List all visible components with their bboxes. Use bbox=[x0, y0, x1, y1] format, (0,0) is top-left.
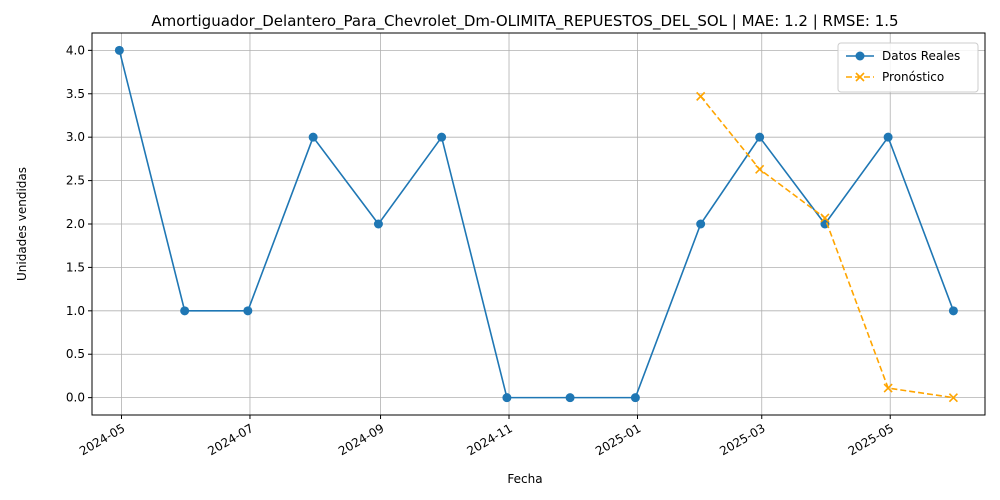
legend-marker bbox=[855, 51, 865, 61]
data-point bbox=[883, 132, 893, 142]
y-tick-label: 2.5 bbox=[66, 174, 85, 188]
x-tick-label: 2025-03 bbox=[717, 421, 767, 458]
legend: Datos Reales Pronóstico bbox=[837, 42, 979, 93]
grid bbox=[92, 33, 985, 415]
y-tick-label: 0.5 bbox=[66, 347, 85, 361]
y-axis: 0.0 0.5 1.0 1.5 2.0 2.5 3.0 3.5 4.0 bbox=[66, 43, 92, 405]
series-1 bbox=[696, 91, 958, 403]
data-point bbox=[437, 132, 447, 142]
data-point bbox=[755, 132, 765, 142]
chart-title: Amortiguador_Delantero_Para_Chevrolet_Dm… bbox=[151, 12, 898, 31]
data-point bbox=[883, 383, 893, 393]
data-point bbox=[502, 393, 512, 403]
y-tick-label: 3.0 bbox=[66, 130, 85, 144]
x-tick-label: 2024-07 bbox=[205, 421, 255, 458]
series-0 bbox=[114, 45, 958, 403]
y-tick-label: 1.5 bbox=[66, 260, 85, 274]
x-tick-label: 2025-05 bbox=[846, 421, 896, 458]
data-point bbox=[696, 219, 706, 229]
y-tick-label: 4.0 bbox=[66, 43, 85, 57]
x-tick-label: 2025-01 bbox=[593, 421, 643, 458]
data-point bbox=[180, 306, 190, 316]
x-axis-label: Fecha bbox=[507, 472, 542, 486]
x-tick-label: 2024-11 bbox=[464, 421, 514, 458]
x-tick-label: 2024-09 bbox=[336, 421, 386, 458]
y-tick-label: 3.5 bbox=[66, 87, 85, 101]
series-layer bbox=[114, 45, 958, 403]
x-axis: 2024-05 2024-07 2024-09 2024-11 2025-01 2025-… bbox=[77, 415, 896, 458]
y-tick-label: 0.0 bbox=[66, 391, 85, 405]
data-point bbox=[114, 45, 124, 55]
x-tick-label: 2024-05 bbox=[77, 421, 127, 458]
data-point bbox=[565, 393, 575, 403]
legend-marker bbox=[855, 72, 865, 82]
data-point bbox=[630, 393, 640, 403]
data-point bbox=[820, 213, 830, 223]
y-tick-label: 1.0 bbox=[66, 304, 85, 318]
data-point bbox=[755, 164, 765, 174]
series-line bbox=[700, 95, 954, 399]
data-point bbox=[243, 306, 253, 316]
y-axis-label: Unidades vendidas bbox=[15, 167, 29, 281]
data-point bbox=[308, 132, 318, 142]
data-point bbox=[373, 219, 383, 229]
y-tick-label: 2.0 bbox=[66, 217, 85, 231]
legend-label: Datos Reales bbox=[882, 49, 960, 63]
series-line bbox=[118, 50, 955, 399]
data-point bbox=[948, 393, 958, 403]
data-point bbox=[696, 91, 706, 101]
data-point bbox=[948, 306, 958, 316]
legend-label: Pronóstico bbox=[882, 70, 944, 84]
